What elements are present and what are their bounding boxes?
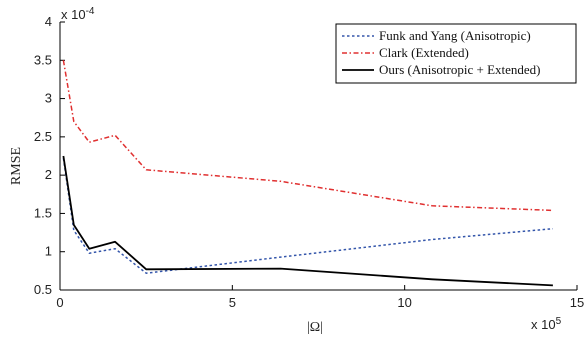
y-tick-label: 4 [45, 14, 52, 29]
series-line-3 [62, 155, 553, 287]
y-tick-label: 1 [45, 244, 52, 259]
axis-ticks: 0 5 10 15 0.5 1 1.5 2 2.5 3 3.5 4 [34, 14, 584, 310]
y-multiplier-base: x 10 [61, 7, 86, 22]
y-multiplier-exponent: -4 [86, 6, 95, 17]
legend: Funk and Yang (Anisotropic) Clark (Extend… [335, 23, 577, 84]
x-tick-label: 0 [56, 295, 63, 310]
y-tick-label: 0.5 [34, 282, 52, 297]
y-tick-label: 2 [45, 167, 52, 182]
series-line-2 [62, 60, 553, 212]
legend-entry: Clark (Extended) [379, 45, 469, 60]
y-tick-label: 1.5 [34, 205, 52, 220]
series-line-1 [62, 158, 553, 274]
x-multiplier-base: x 10 [531, 317, 556, 332]
y-multiplier-label: x 10-4 [61, 6, 95, 22]
y-axis-label: RMSE [9, 147, 24, 185]
plot-axes [59, 22, 577, 291]
x-tick-label: 5 [229, 295, 236, 310]
legend-entry: Ours (Anisotropic + Extended) [379, 62, 541, 77]
y-tick-label: 3 [45, 91, 52, 106]
x-tick-label: 15 [570, 295, 584, 310]
y-tick-label: 2.5 [34, 129, 52, 144]
series-lines [62, 60, 553, 287]
x-tick-label: 10 [397, 295, 411, 310]
legend-box [335, 23, 577, 84]
x-multiplier-exponent: 5 [556, 316, 562, 327]
x-multiplier-label: x 105 [531, 316, 562, 332]
y-tick-label: 3.5 [34, 52, 52, 67]
x-axis-label: |Ω| [307, 320, 323, 335]
legend-entry: Funk and Yang (Anisotropic) [379, 28, 531, 43]
